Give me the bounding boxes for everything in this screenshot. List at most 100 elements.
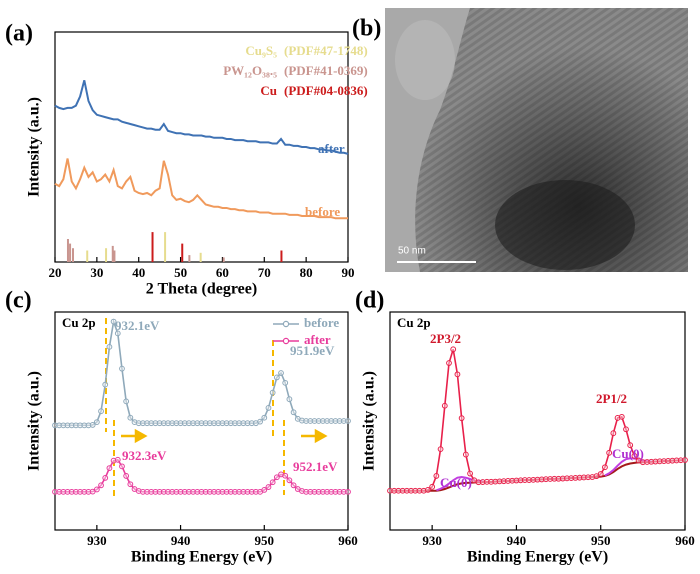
x-tick-label: 960 xyxy=(338,533,358,548)
data-point xyxy=(462,451,469,458)
scale-label: 50 nm xyxy=(398,246,426,257)
data-point xyxy=(81,488,88,495)
data-point xyxy=(652,458,659,465)
x-tick-label: 60 xyxy=(216,265,229,280)
data-point xyxy=(467,470,473,477)
data-point xyxy=(282,379,289,386)
legend-pdf: (PDF#47-1748) xyxy=(284,43,368,58)
data-point xyxy=(425,486,431,493)
data-point xyxy=(227,420,234,427)
x-tick-label: 940 xyxy=(171,533,191,548)
data-point xyxy=(194,488,201,495)
data-point xyxy=(450,346,457,353)
data-point xyxy=(73,488,79,495)
data-point xyxy=(211,420,217,427)
data-point xyxy=(60,488,67,495)
data-point xyxy=(248,420,255,427)
data-point xyxy=(102,474,109,481)
data-point xyxy=(257,418,264,425)
data-point xyxy=(303,418,310,424)
data-point xyxy=(315,488,322,495)
data-point xyxy=(446,360,452,366)
data-point xyxy=(98,482,104,489)
data-point xyxy=(173,488,180,495)
data-point xyxy=(517,477,524,484)
data-point xyxy=(106,465,113,471)
data-point xyxy=(206,420,213,427)
x-tick-label: 40 xyxy=(132,265,145,280)
data-point xyxy=(152,488,159,495)
legend-pdf: (PDF#41-0369) xyxy=(284,63,368,78)
data-point xyxy=(135,420,142,427)
data-point xyxy=(127,414,134,421)
data-point xyxy=(181,488,188,495)
data-point xyxy=(433,473,440,479)
data-point xyxy=(303,488,310,495)
data-point xyxy=(307,488,314,495)
data-point xyxy=(202,420,209,427)
panel-label: (d) xyxy=(355,288,384,314)
data-point xyxy=(198,420,205,427)
x-tick-label: 960 xyxy=(675,533,695,548)
data-point xyxy=(673,457,680,464)
data-point xyxy=(403,487,410,494)
data-point xyxy=(437,446,444,453)
data-point xyxy=(261,486,268,493)
data-point xyxy=(290,482,297,489)
x-tick-label: 20 xyxy=(49,265,62,280)
x-tick-label: 90 xyxy=(342,265,355,280)
data-point xyxy=(408,487,414,494)
data-point xyxy=(60,422,67,429)
data-point xyxy=(102,381,109,388)
annotation: 952.1eV xyxy=(293,459,338,474)
data-point xyxy=(682,457,688,463)
data-point xyxy=(585,474,591,481)
data-point xyxy=(244,488,251,495)
data-point xyxy=(186,488,192,495)
data-point xyxy=(56,422,63,429)
data-point xyxy=(223,420,230,427)
data-point xyxy=(395,487,402,494)
data-point xyxy=(68,488,75,495)
data-point xyxy=(648,458,655,465)
legend-label: Cu₉S₅ xyxy=(245,43,277,58)
data-point xyxy=(85,422,92,429)
data-point xyxy=(169,420,176,427)
data-point xyxy=(639,459,646,466)
data-point xyxy=(627,442,634,449)
data-point xyxy=(93,486,100,493)
data-point xyxy=(429,483,436,490)
data-point xyxy=(631,452,638,459)
panel-title: Cu 2p xyxy=(62,315,96,330)
shift-arrows xyxy=(121,428,328,444)
x-axis-label: Binding Energy (eV) xyxy=(467,549,608,566)
data-point xyxy=(315,418,322,424)
data-point xyxy=(119,463,125,470)
data-point xyxy=(198,488,205,495)
data-point xyxy=(336,488,343,495)
data-point xyxy=(173,420,180,427)
data-point xyxy=(85,488,92,495)
plot-frame xyxy=(389,311,686,531)
data-point xyxy=(475,479,482,486)
data-point xyxy=(538,476,545,483)
data-point xyxy=(177,420,184,427)
data-point xyxy=(64,422,71,429)
data-point xyxy=(56,488,63,495)
data-point xyxy=(190,420,197,427)
peak-shift-guides xyxy=(105,318,285,500)
data-point xyxy=(416,487,423,494)
annotation: 2P3/2 xyxy=(430,331,461,346)
data-point xyxy=(559,475,566,482)
legend-label: before xyxy=(304,315,339,330)
data-point xyxy=(194,420,201,427)
data-point xyxy=(64,488,71,495)
data-point xyxy=(564,475,570,482)
data-point xyxy=(580,474,587,481)
data-point xyxy=(282,472,289,479)
data-point xyxy=(240,420,247,427)
data-point xyxy=(665,457,672,464)
panel-label: (c) xyxy=(5,288,32,314)
x-tick-label: 930 xyxy=(422,533,442,548)
series-line xyxy=(55,318,348,427)
